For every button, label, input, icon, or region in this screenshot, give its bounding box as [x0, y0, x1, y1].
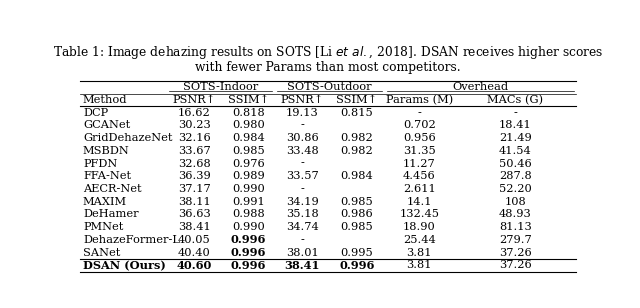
Text: 38.11: 38.11	[178, 197, 211, 207]
Text: 50.46: 50.46	[499, 159, 532, 168]
Text: Params (M): Params (M)	[386, 95, 453, 105]
Text: MACs (G): MACs (G)	[487, 95, 543, 105]
Text: Method: Method	[83, 95, 127, 105]
Text: 21.49: 21.49	[499, 133, 532, 143]
Text: 36.63: 36.63	[178, 209, 211, 220]
Text: 287.8: 287.8	[499, 171, 532, 181]
Text: 0.996: 0.996	[230, 260, 266, 271]
Text: PFDN: PFDN	[83, 159, 117, 168]
Text: 18.90: 18.90	[403, 222, 436, 232]
Text: 0.984: 0.984	[340, 171, 373, 181]
Text: MAXIM: MAXIM	[83, 197, 127, 207]
Text: 37.26: 37.26	[499, 260, 532, 270]
Text: -: -	[300, 235, 304, 245]
Text: FFA-Net: FFA-Net	[83, 171, 131, 181]
Text: 0.982: 0.982	[340, 146, 373, 156]
Text: 0.995: 0.995	[340, 248, 373, 258]
Text: 41.54: 41.54	[499, 146, 532, 156]
Text: 0.996: 0.996	[339, 260, 374, 271]
Text: 0.985: 0.985	[340, 197, 373, 207]
Text: 30.23: 30.23	[178, 120, 211, 130]
Text: 34.74: 34.74	[286, 222, 319, 232]
Text: DeHamer: DeHamer	[83, 209, 139, 220]
Text: 19.13: 19.13	[286, 108, 319, 118]
Text: DehazeFormer-L: DehazeFormer-L	[83, 235, 180, 245]
Text: -: -	[300, 120, 304, 130]
Text: -: -	[300, 184, 304, 194]
Text: 132.45: 132.45	[399, 209, 439, 220]
Text: 32.68: 32.68	[178, 159, 211, 168]
Text: 0.818: 0.818	[232, 108, 264, 118]
Text: 0.991: 0.991	[232, 197, 264, 207]
Text: 0.980: 0.980	[232, 120, 264, 130]
Text: -: -	[513, 108, 517, 118]
Text: GCANet: GCANet	[83, 120, 130, 130]
Text: 30.86: 30.86	[286, 133, 319, 143]
Text: -: -	[300, 159, 304, 168]
Text: 0.815: 0.815	[340, 108, 373, 118]
Text: 4.456: 4.456	[403, 171, 436, 181]
Text: 0.984: 0.984	[232, 133, 264, 143]
Text: 38.41: 38.41	[178, 222, 211, 232]
Text: 2.611: 2.611	[403, 184, 436, 194]
Text: 279.7: 279.7	[499, 235, 532, 245]
Text: 38.01: 38.01	[286, 248, 319, 258]
Text: GridDehazeNet: GridDehazeNet	[83, 133, 172, 143]
Text: 0.996: 0.996	[230, 247, 266, 258]
Text: 48.93: 48.93	[499, 209, 532, 220]
Text: 11.27: 11.27	[403, 159, 436, 168]
Text: 0.988: 0.988	[232, 209, 264, 220]
Text: 33.57: 33.57	[286, 171, 319, 181]
Text: 0.990: 0.990	[232, 222, 264, 232]
Text: SSIM↑: SSIM↑	[228, 95, 269, 105]
Text: with fewer Params than most competitors.: with fewer Params than most competitors.	[195, 61, 461, 74]
Text: PMNet: PMNet	[83, 222, 124, 232]
Text: 81.13: 81.13	[499, 222, 532, 232]
Text: 16.62: 16.62	[178, 108, 211, 118]
Text: 52.20: 52.20	[499, 184, 532, 194]
Text: 108: 108	[504, 197, 526, 207]
Text: 31.35: 31.35	[403, 146, 436, 156]
Text: 33.67: 33.67	[178, 146, 211, 156]
Text: -: -	[417, 108, 421, 118]
Text: SSIM↑: SSIM↑	[336, 95, 378, 105]
Text: 14.1: 14.1	[406, 197, 432, 207]
Text: Table 1: Image dehazing results on SOTS [Li $\it{et\ al.}$, 2018]. DSAN receives: Table 1: Image dehazing results on SOTS …	[53, 44, 603, 61]
Text: 0.982: 0.982	[340, 133, 373, 143]
Text: 0.990: 0.990	[232, 184, 264, 194]
Text: SANet: SANet	[83, 248, 120, 258]
Text: DCP: DCP	[83, 108, 108, 118]
Text: SOTS-Outdoor: SOTS-Outdoor	[287, 82, 372, 92]
Text: PSNR↑: PSNR↑	[172, 95, 216, 105]
Text: 25.44: 25.44	[403, 235, 436, 245]
Text: DSAN (Ours): DSAN (Ours)	[83, 260, 166, 271]
Text: 36.39: 36.39	[178, 171, 211, 181]
Text: AECR-Net: AECR-Net	[83, 184, 141, 194]
Text: 0.996: 0.996	[230, 234, 266, 245]
Text: 37.17: 37.17	[178, 184, 211, 194]
Text: Overhead: Overhead	[452, 82, 508, 92]
Text: 0.976: 0.976	[232, 159, 264, 168]
Text: MSBDN: MSBDN	[83, 146, 130, 156]
Text: 0.985: 0.985	[232, 146, 264, 156]
Text: 3.81: 3.81	[406, 248, 432, 258]
Text: 18.41: 18.41	[499, 120, 532, 130]
Text: SOTS-Indoor: SOTS-Indoor	[183, 82, 259, 92]
Text: 35.18: 35.18	[286, 209, 319, 220]
Text: 0.989: 0.989	[232, 171, 264, 181]
Text: 3.81: 3.81	[406, 260, 432, 270]
Text: 40.60: 40.60	[177, 260, 212, 271]
Text: 40.40: 40.40	[178, 248, 211, 258]
Text: 0.702: 0.702	[403, 120, 436, 130]
Text: 38.41: 38.41	[284, 260, 320, 271]
Text: 0.986: 0.986	[340, 209, 373, 220]
Text: 40.05: 40.05	[178, 235, 211, 245]
Text: 0.956: 0.956	[403, 133, 436, 143]
Text: PSNR↑: PSNR↑	[280, 95, 324, 105]
Text: 32.16: 32.16	[178, 133, 211, 143]
Text: 33.48: 33.48	[286, 146, 319, 156]
Text: 0.985: 0.985	[340, 222, 373, 232]
Text: 34.19: 34.19	[286, 197, 319, 207]
Text: 37.26: 37.26	[499, 248, 532, 258]
